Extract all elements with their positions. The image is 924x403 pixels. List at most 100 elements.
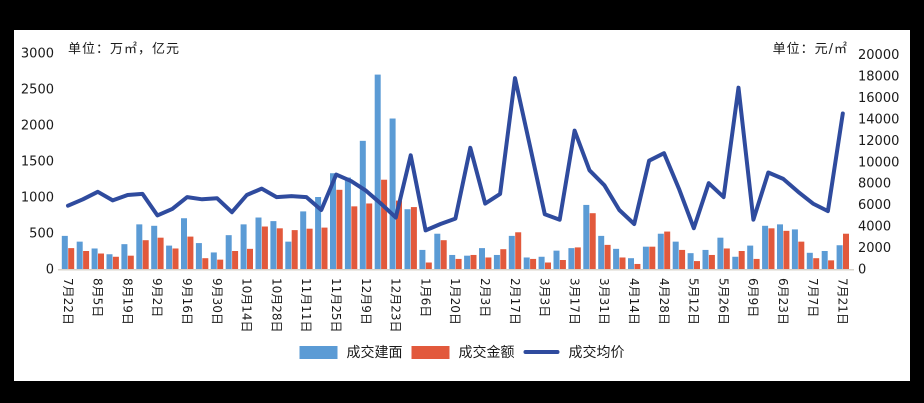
svg-text:3000: 3000 — [21, 47, 54, 62]
bar — [419, 249, 426, 269]
svg-text:0: 0 — [46, 263, 54, 278]
bar — [127, 255, 134, 269]
bar — [61, 235, 68, 269]
bar — [121, 244, 128, 269]
bar — [485, 257, 492, 269]
bar — [112, 256, 119, 269]
bar — [694, 261, 700, 269]
bar — [657, 233, 664, 269]
bar — [136, 224, 143, 269]
x-axis-label: 12月9日 — [359, 278, 373, 325]
svg-text:2000: 2000 — [21, 119, 54, 134]
bar — [464, 255, 471, 269]
bar — [381, 179, 388, 269]
svg-text:18000: 18000 — [858, 69, 899, 84]
bar — [515, 232, 522, 269]
x-axis-label: 7月7日 — [806, 278, 820, 317]
bar — [440, 240, 447, 269]
bar — [813, 258, 820, 269]
x-axis-label: 8月19日 — [120, 278, 134, 325]
svg-text:2500: 2500 — [21, 83, 54, 98]
bar — [344, 177, 351, 269]
bar — [389, 118, 396, 270]
amount-bars — [68, 179, 849, 269]
x-axis-label: 6月23日 — [776, 278, 790, 325]
bar — [523, 257, 530, 269]
x-axis-label: 1月6日 — [418, 278, 432, 317]
bar — [619, 257, 626, 269]
bar — [172, 248, 179, 269]
bar — [664, 231, 671, 269]
bar — [306, 228, 313, 269]
bar — [613, 248, 620, 269]
bar — [455, 258, 462, 269]
svg-text:1000: 1000 — [21, 191, 54, 206]
x-axis-label: 7月21日 — [836, 278, 850, 325]
bar — [702, 249, 709, 269]
bar — [672, 241, 679, 269]
x-axis-label: 12月23日 — [389, 278, 403, 333]
bar — [798, 241, 805, 269]
svg-text:2000: 2000 — [858, 241, 891, 256]
bar — [202, 258, 209, 269]
bar — [270, 221, 277, 269]
bar — [315, 197, 322, 269]
bar — [508, 235, 515, 269]
svg-text:1500: 1500 — [21, 155, 54, 170]
bar — [753, 258, 760, 269]
svg-text:10000: 10000 — [858, 155, 899, 170]
x-axis-label: 9月30日 — [210, 278, 224, 325]
svg-text:6000: 6000 — [858, 198, 891, 213]
bar — [747, 245, 754, 269]
x-axis-label: 9月2日 — [150, 278, 164, 317]
svg-text:0: 0 — [858, 263, 866, 278]
bar — [195, 243, 202, 269]
left-axis-unit-label: 单位：万㎡，亿元 — [68, 42, 181, 57]
bar — [828, 260, 835, 269]
svg-text:8000: 8000 — [858, 177, 891, 192]
bar — [434, 233, 441, 269]
bar — [91, 248, 98, 269]
bar — [449, 254, 456, 269]
amount-legend-label: 成交金额 — [458, 345, 515, 361]
bar — [98, 253, 104, 269]
bar — [374, 74, 381, 269]
avg-price-legend-label: 成交均价 — [568, 345, 625, 361]
bar — [634, 263, 641, 269]
svg-text:500: 500 — [29, 227, 54, 242]
bar — [628, 258, 634, 269]
avg-price-line — [66, 76, 845, 233]
bar — [404, 209, 411, 269]
bar — [210, 252, 217, 269]
svg-text:14000: 14000 — [858, 112, 899, 127]
bar — [76, 241, 83, 269]
x-axis-label: 5月26日 — [716, 278, 730, 325]
bar — [530, 258, 537, 269]
svg-text:16000: 16000 — [858, 91, 899, 106]
bar — [217, 259, 224, 269]
x-axis-label: 1月20日 — [448, 278, 462, 325]
bar — [777, 224, 783, 269]
right-axis-unit-label: 单位：元/㎡ — [772, 42, 848, 57]
x-axis-label: 11月25日 — [329, 278, 343, 333]
bar — [359, 140, 366, 269]
bar — [642, 246, 649, 269]
amount-legend-swatch — [411, 345, 450, 359]
bar — [806, 252, 813, 269]
bar — [68, 248, 75, 269]
x-axis-label: 9月16日 — [180, 278, 194, 325]
right-axis-ticks: 0 2000 4000 6000 8000 10000 12000 14000 16000 180… — [858, 48, 899, 278]
bar — [142, 240, 149, 269]
svg-text:4000: 4000 — [858, 220, 891, 235]
floor-area-bars — [61, 74, 843, 270]
x-axis-label: 10月14日 — [240, 278, 254, 333]
bar — [545, 262, 551, 269]
bar — [261, 226, 268, 269]
bar — [396, 200, 402, 269]
left-axis-ticks: 0 500 1000 1500 2000 2500 3000 — [21, 47, 54, 278]
bar — [330, 173, 336, 269]
bar — [151, 225, 158, 269]
bar — [559, 260, 566, 269]
bar — [83, 251, 90, 269]
bar — [276, 228, 283, 269]
